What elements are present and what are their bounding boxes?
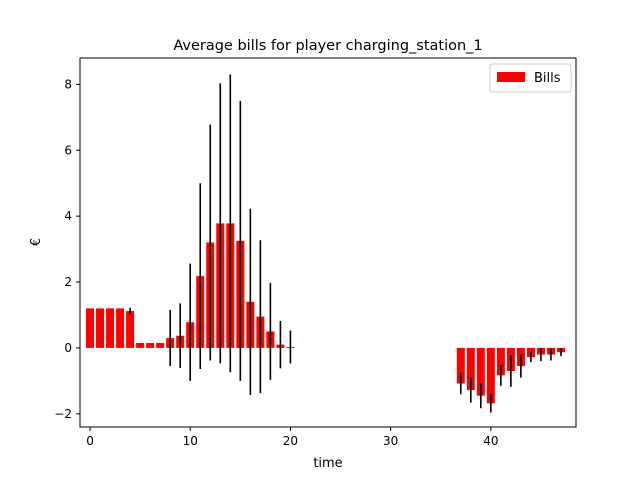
bar (146, 342, 155, 348)
bar (106, 308, 115, 348)
chart-title: Average bills for player charging_statio… (173, 38, 482, 54)
y-tick-label: 0 (64, 341, 72, 355)
legend-swatch-bills (497, 72, 525, 82)
bar (126, 311, 135, 348)
x-axis-label: time (313, 456, 342, 471)
plot-area: 0 10 20 30 40 −2 0 2 4 6 8 (54, 57, 577, 448)
y-tick-label: −2 (54, 407, 72, 421)
bar (86, 308, 95, 348)
y-tick-label: 6 (64, 143, 72, 157)
bar (476, 347, 485, 396)
y-tick-label: 2 (64, 275, 72, 289)
x-tick-label: 30 (383, 434, 398, 448)
bar (156, 342, 165, 348)
y-axis-label: € (29, 238, 44, 246)
y-tick-label: 4 (64, 209, 72, 223)
bar (456, 347, 465, 384)
x-tick-label: 0 (86, 434, 94, 448)
bar (496, 347, 505, 376)
bar (136, 342, 145, 348)
bar (96, 308, 105, 348)
x-tick-label: 20 (283, 434, 298, 448)
y-tick-label: 8 (64, 77, 72, 91)
x-tick-label: 40 (483, 434, 498, 448)
legend: Bills (489, 63, 572, 93)
legend-label-bills: Bills (534, 71, 561, 86)
legend-frame (489, 63, 572, 93)
axes-frame (79, 57, 577, 428)
bar (466, 347, 475, 391)
bar (486, 347, 495, 404)
bar (116, 308, 125, 348)
x-tick-label: 10 (183, 434, 198, 448)
